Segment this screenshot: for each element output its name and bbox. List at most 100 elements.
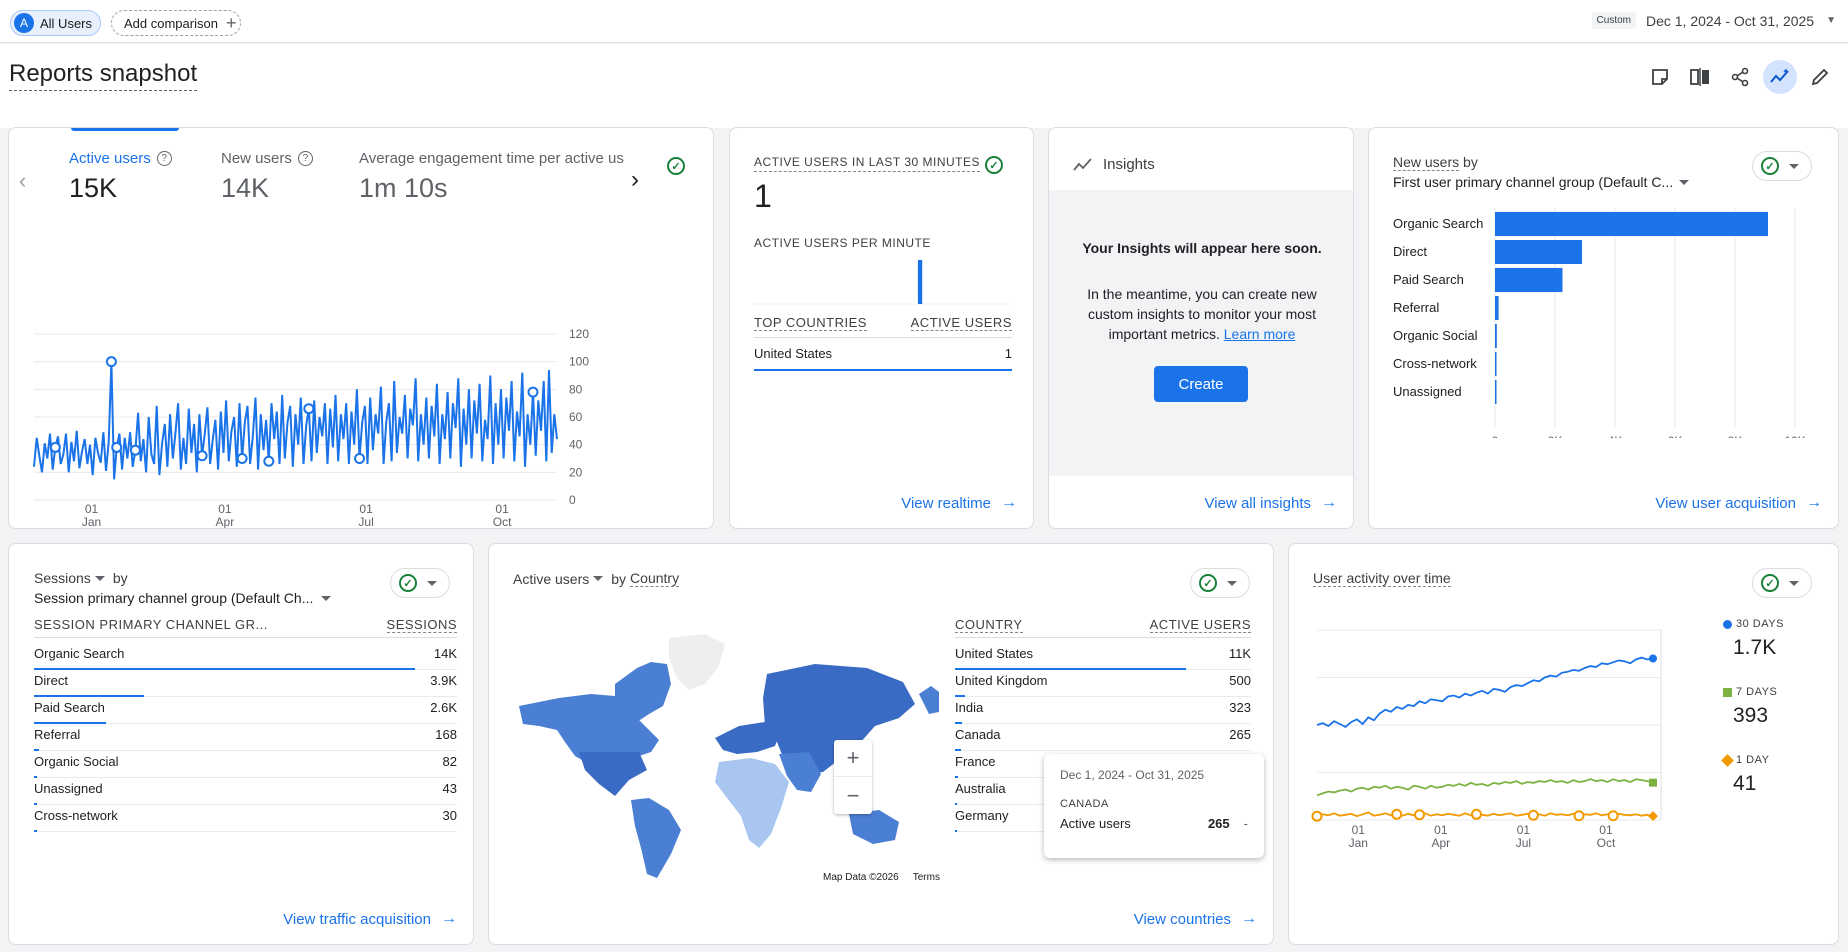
row-share-bar <box>955 695 966 697</box>
add-comparison-button[interactable]: Add comparison + <box>111 10 241 36</box>
row-share-bar <box>955 776 958 778</box>
metric-new-users[interactable]: New users? 14K <box>221 150 313 204</box>
insights-icon <box>1073 157 1092 171</box>
map-united-states <box>579 752 647 796</box>
caret-down-icon <box>427 580 437 586</box>
x-tick-day: 01 <box>1599 823 1613 837</box>
date-range-picker[interactable]: Custom Dec 1, 2024 - Oct 31, 2025 ▼ <box>1591 12 1836 29</box>
tooltip-label: Active users <box>1060 816 1131 831</box>
table-row[interactable]: India 323 <box>955 692 1251 724</box>
table-row[interactable]: Canada 265 <box>955 719 1251 751</box>
dimension-label: Session primary channel group (Default C… <box>34 590 314 606</box>
metric-engagement-time[interactable]: Average engagement time per active us 1m… <box>359 150 627 204</box>
series-end-marker <box>1648 811 1658 822</box>
col-header-active-users: ACTIVE USERS <box>1149 616 1251 633</box>
view-realtime-link[interactable]: View realtime → <box>901 494 1017 512</box>
view-user-acquisition-link[interactable]: View user acquisition → <box>1655 494 1822 512</box>
row-share-bar <box>34 695 144 697</box>
table-row[interactable]: Paid Search 2.6K <box>34 692 457 724</box>
row-value: 43 <box>442 781 457 796</box>
map-terms-link[interactable]: Terms <box>912 872 940 883</box>
chevron-right-icon[interactable]: › <box>631 166 639 193</box>
table-row[interactable]: Direct 3.9K <box>34 665 457 697</box>
card-metric-title[interactable]: Active users <box>513 570 590 587</box>
row-label: Direct <box>34 673 68 688</box>
view-countries-link[interactable]: View countries → <box>1134 910 1257 928</box>
help-icon: ? <box>156 151 172 166</box>
map-india <box>779 752 821 792</box>
row-value: 14K <box>433 646 457 661</box>
category-bar <box>1495 324 1497 348</box>
zoom-out-button[interactable]: − <box>846 782 860 808</box>
row-value: 500 <box>1229 673 1251 688</box>
card-options-pill[interactable]: ✓ <box>1752 568 1812 598</box>
dimension-selector[interactable]: Session primary channel group (Default C… <box>34 590 332 606</box>
card-options-pill[interactable]: ✓ <box>1752 151 1812 181</box>
x-tick-label: 6K <box>1668 434 1683 438</box>
category-bar <box>1495 380 1497 404</box>
page-header: Reports snapshot <box>0 44 1848 128</box>
square-marker-icon <box>1723 687 1732 697</box>
category-bar <box>1495 296 1499 320</box>
caret-down-icon <box>1789 580 1799 586</box>
check-circle-icon[interactable]: ✓ <box>667 157 685 175</box>
series-line <box>1316 811 1654 818</box>
world-map[interactable] <box>519 634 939 884</box>
row-share-bar <box>955 722 962 724</box>
view-traffic-acquisition-link[interactable]: View traffic acquisition → <box>283 910 457 928</box>
series-line <box>33 361 558 480</box>
insights-body: In the meantime, you can create new cust… <box>1087 286 1317 342</box>
user-activity-title[interactable]: User activity over time <box>1313 570 1451 587</box>
caret-down-icon <box>593 576 604 581</box>
country-table: COUNTRY ACTIVE USERS United States 11K Uni… <box>955 612 1251 872</box>
metric-active-users[interactable]: Active users? 15K <box>69 150 172 204</box>
country-value: 1 <box>1004 346 1012 361</box>
arrow-right-icon: → <box>1321 494 1337 511</box>
plus-icon: + <box>225 12 237 33</box>
table-row[interactable]: United States 1 <box>754 338 1012 371</box>
table-row[interactable]: Organic Social 82 <box>34 746 457 778</box>
table-row[interactable]: Unassigned 43 <box>34 773 457 805</box>
map-canada <box>615 662 671 722</box>
table-row[interactable]: Referral 168 <box>34 719 457 751</box>
x-tick-month: Oct <box>493 515 512 528</box>
check-circle-icon[interactable]: ✓ <box>985 156 1003 174</box>
insights-heading: Your Insights will appear here soon. <box>1082 240 1322 256</box>
anomaly-marker <box>354 453 366 464</box>
create-insight-button[interactable]: Create <box>1154 366 1248 402</box>
category-bar <box>1495 240 1582 264</box>
table-row[interactable]: United States 11K <box>955 638 1251 670</box>
chevron-down-icon: ▼ <box>1826 15 1836 26</box>
share-icon[interactable] <box>1723 60 1757 94</box>
anomaly-marker <box>129 444 141 456</box>
customize-report-icon[interactable] <box>1643 60 1677 94</box>
card-metric-title[interactable]: New users <box>1393 154 1460 171</box>
row-label: India <box>955 700 984 715</box>
zoom-in-button[interactable]: + <box>834 740 872 777</box>
realtime-card: ACTIVE USERS IN LAST 30 MINUTES ✓ 1 ACTI… <box>729 127 1034 529</box>
row-label: Organic Social <box>34 754 119 769</box>
anomaly-marker <box>105 356 117 368</box>
insights-icon[interactable] <box>1763 60 1797 94</box>
learn-more-link[interactable]: Learn more <box>1223 326 1296 342</box>
arrow-right-icon: → <box>1241 910 1257 927</box>
card-options-pill[interactable]: ✓ <box>390 568 450 598</box>
x-tick-month: Jul <box>358 515 373 528</box>
card-metric-title[interactable]: Sessions <box>34 570 91 586</box>
card-options-pill[interactable]: ✓ <box>1190 568 1250 598</box>
chevron-left-icon[interactable]: ‹ <box>19 168 27 193</box>
dimension-selector[interactable]: First user primary channel group (Defaul… <box>1393 174 1690 190</box>
anomaly-marker <box>1391 808 1403 820</box>
table-row[interactable]: Organic Search 14K <box>34 638 457 670</box>
edit-icon[interactable] <box>1803 60 1837 94</box>
table-row[interactable]: United Kingdom 500 <box>955 665 1251 697</box>
y-tick-label: 120 <box>569 327 589 341</box>
anomaly-marker <box>263 455 275 467</box>
segment-chip-all-users[interactable]: A All Users <box>10 10 101 36</box>
table-row[interactable]: Cross-network 30 <box>34 800 457 832</box>
compare-icon[interactable] <box>1683 60 1717 94</box>
row-share-bar <box>34 776 37 778</box>
view-all-insights-link[interactable]: View all insights → <box>1205 494 1337 512</box>
category-label: Unassigned <box>1393 384 1462 399</box>
dimension-label[interactable]: Country <box>630 570 680 587</box>
